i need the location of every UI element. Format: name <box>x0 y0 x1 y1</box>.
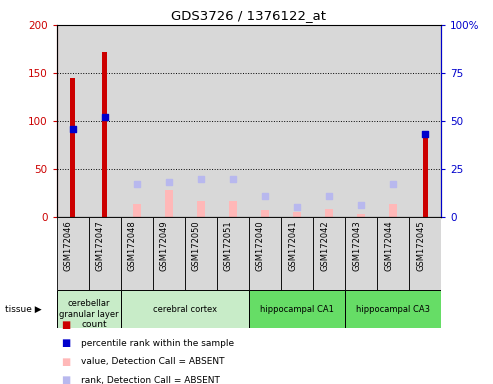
Text: GSM172043: GSM172043 <box>352 220 361 271</box>
Point <box>325 193 333 199</box>
Bar <box>281 217 313 290</box>
Bar <box>249 217 281 290</box>
Bar <box>345 217 377 290</box>
Bar <box>121 290 249 328</box>
Bar <box>249 25 281 217</box>
Bar <box>197 201 205 217</box>
Bar <box>229 201 237 217</box>
Bar <box>377 25 409 217</box>
Point <box>197 175 205 182</box>
Bar <box>89 25 121 217</box>
Bar <box>377 217 409 290</box>
Point <box>293 204 301 210</box>
Text: value, Detection Call = ABSENT: value, Detection Call = ABSENT <box>81 357 225 366</box>
Bar <box>409 217 441 290</box>
Text: GSM172049: GSM172049 <box>160 220 169 271</box>
Bar <box>357 214 365 217</box>
Point <box>421 131 429 137</box>
Text: GSM172044: GSM172044 <box>384 220 393 271</box>
Point <box>261 193 269 199</box>
Bar <box>89 217 121 290</box>
Bar <box>153 217 185 290</box>
Bar <box>261 210 269 217</box>
Text: GSM172051: GSM172051 <box>224 220 233 271</box>
Bar <box>389 204 397 217</box>
Text: ■: ■ <box>62 357 71 367</box>
Bar <box>185 217 217 290</box>
Bar <box>165 190 173 217</box>
Text: percentile rank within the sample: percentile rank within the sample <box>81 339 235 348</box>
Bar <box>281 25 313 217</box>
Bar <box>325 209 333 217</box>
Text: GSM172045: GSM172045 <box>416 220 425 271</box>
Bar <box>345 25 377 217</box>
Bar <box>70 78 75 217</box>
Point <box>165 179 173 185</box>
Bar <box>57 290 121 328</box>
Text: GSM172050: GSM172050 <box>192 220 201 271</box>
Bar <box>217 217 249 290</box>
Bar <box>57 25 89 217</box>
Point <box>133 181 141 187</box>
Text: count: count <box>81 320 107 329</box>
Bar <box>249 290 345 328</box>
Bar <box>185 25 217 217</box>
Text: ■: ■ <box>62 320 71 330</box>
Bar <box>409 25 441 217</box>
Text: hippocampal CA3: hippocampal CA3 <box>356 305 430 314</box>
Text: ■: ■ <box>62 375 71 384</box>
Text: tissue ▶: tissue ▶ <box>5 305 41 314</box>
Bar <box>217 25 249 217</box>
Point <box>101 114 108 120</box>
Bar <box>57 217 89 290</box>
Point <box>357 202 365 209</box>
Text: GSM172040: GSM172040 <box>256 220 265 271</box>
Text: GSM172047: GSM172047 <box>96 220 105 271</box>
Bar <box>345 290 441 328</box>
Text: rank, Detection Call = ABSENT: rank, Detection Call = ABSENT <box>81 376 220 384</box>
Point <box>69 126 77 132</box>
Point <box>389 181 397 187</box>
Bar <box>121 217 153 290</box>
Bar <box>313 25 345 217</box>
Text: hippocampal CA1: hippocampal CA1 <box>260 305 334 314</box>
Bar <box>423 136 427 217</box>
Text: cerebellar
granular layer: cerebellar granular layer <box>59 300 118 319</box>
Bar <box>133 205 141 217</box>
Bar <box>121 25 153 217</box>
Bar <box>293 212 301 217</box>
Bar <box>103 52 107 217</box>
Bar <box>313 217 345 290</box>
Point <box>229 175 237 182</box>
Text: GSM172042: GSM172042 <box>320 220 329 271</box>
Bar <box>153 25 185 217</box>
Text: GSM172048: GSM172048 <box>128 220 137 271</box>
Text: ■: ■ <box>62 338 71 348</box>
Text: GSM172046: GSM172046 <box>64 220 73 271</box>
Text: cerebral cortex: cerebral cortex <box>153 305 217 314</box>
Text: GSM172041: GSM172041 <box>288 220 297 271</box>
Title: GDS3726 / 1376122_at: GDS3726 / 1376122_at <box>172 9 326 22</box>
